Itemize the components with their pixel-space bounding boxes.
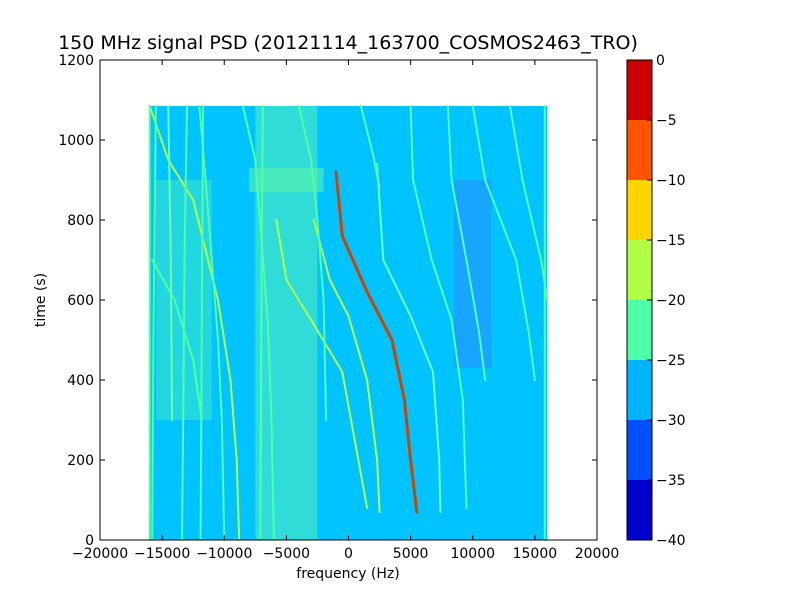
signal-trace-17 xyxy=(259,105,264,541)
x-tick-label: 0 xyxy=(344,546,353,562)
colorbar-level-4 xyxy=(627,240,652,300)
colorbar-level-7 xyxy=(627,60,652,120)
colorbar-tick-label: −35 xyxy=(656,473,686,489)
y-tick-label: 0 xyxy=(85,533,94,549)
heatmap-layer xyxy=(148,105,549,541)
noise-band-3 xyxy=(454,180,492,368)
y-tick-label: 1000 xyxy=(58,133,94,149)
colorbar-tick-label: 0 xyxy=(656,53,665,69)
signal-trace-15 xyxy=(199,105,205,541)
signal-trace-16 xyxy=(151,105,157,541)
colorbar-level-3 xyxy=(627,300,652,360)
x-tick-label: 20000 xyxy=(575,546,620,562)
y-tick-label: 200 xyxy=(67,453,94,469)
signal-trace-12 xyxy=(297,105,328,421)
signal-trace-9 xyxy=(198,105,226,541)
colorbar-tick-label: −5 xyxy=(656,113,677,129)
signal-trace-6 xyxy=(471,105,536,381)
x-tick-label: 15000 xyxy=(513,546,558,562)
x-tick-label: 10000 xyxy=(450,546,495,562)
chart-title: 150 MHz signal PSD (20121114_163700_COSM… xyxy=(58,32,638,54)
colorbar-level-1 xyxy=(627,420,652,480)
colorbar-tick-label: −15 xyxy=(656,233,686,249)
colorbar-level-0 xyxy=(627,480,652,540)
x-tick-label: −15000 xyxy=(134,546,190,562)
y-tick-label: 800 xyxy=(67,213,94,229)
colorbar: 0 −5 −10 −15 −20 −25 −30 −35 −40 xyxy=(626,53,686,549)
x-axis-label: frequency (Hz) xyxy=(296,566,399,582)
y-tick-label: 400 xyxy=(67,373,94,389)
x-tick-label: 5000 xyxy=(393,546,429,562)
x-tick-label: −5000 xyxy=(263,546,310,562)
signal-trace-2 xyxy=(312,219,381,513)
y-axis-label: time (s) xyxy=(33,273,49,327)
signal-trace-0 xyxy=(334,170,419,514)
colorbar-level-2 xyxy=(627,360,652,420)
colorbar-level-5 xyxy=(627,180,652,240)
colorbar-tick-label: −20 xyxy=(656,293,686,309)
signal-trace-4 xyxy=(409,105,468,509)
x-tick-label: −10000 xyxy=(196,546,252,562)
signal-trace-1 xyxy=(275,219,369,509)
signal-trace-5 xyxy=(446,105,487,381)
signal-trace-14 xyxy=(181,105,188,541)
colorbar-level-6 xyxy=(627,120,652,180)
y-axis: 0 200 400 600 800 1000 1200 xyxy=(58,53,597,549)
signal-trace-13 xyxy=(359,105,381,189)
colorbar-tick-label: −25 xyxy=(656,353,686,369)
y-tick-label: 1200 xyxy=(58,53,94,69)
colorbar-tick-label: −30 xyxy=(656,413,686,429)
x-tick-label: −20000 xyxy=(72,546,128,562)
signal-trace-18 xyxy=(167,105,174,421)
plot-area xyxy=(99,59,598,541)
y-tick-label: 600 xyxy=(67,293,94,309)
x-axis: −20000 −15000 −10000 −5000 0 5000 10000 15000 20… xyxy=(72,60,619,562)
signal-trace-3 xyxy=(376,163,442,513)
colorbar-tick-label: −40 xyxy=(656,533,686,549)
colorbar-tick-label: −10 xyxy=(656,173,686,189)
signal-trace-11 xyxy=(241,105,275,541)
